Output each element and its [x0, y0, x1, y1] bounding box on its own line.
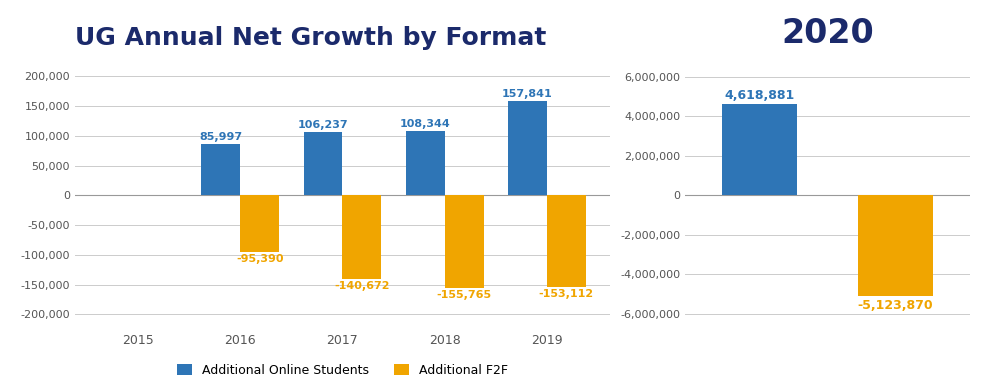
Text: 108,344: 108,344: [400, 119, 451, 129]
Bar: [508, 101, 547, 195]
Bar: [547, 195, 586, 286]
Bar: [722, 104, 797, 195]
Bar: [240, 195, 279, 252]
Text: -153,112: -153,112: [539, 289, 594, 299]
Bar: [304, 132, 342, 195]
Text: 106,237: 106,237: [298, 120, 348, 130]
Text: 2020: 2020: [781, 17, 874, 50]
Text: -140,672: -140,672: [334, 281, 390, 291]
Text: 4,618,881: 4,618,881: [725, 89, 795, 102]
Text: UG Annual Net Growth by Format: UG Annual Net Growth by Format: [75, 26, 546, 50]
Bar: [858, 195, 933, 296]
Bar: [342, 195, 381, 279]
Text: 85,997: 85,997: [199, 132, 242, 142]
Text: 157,841: 157,841: [502, 89, 553, 99]
Bar: [445, 195, 484, 288]
Bar: [406, 131, 445, 195]
Text: -155,765: -155,765: [437, 290, 492, 300]
Text: -5,123,870: -5,123,870: [858, 299, 933, 312]
Text: -95,390: -95,390: [236, 254, 283, 264]
Legend: Additional Online Students, Additional F2F: Additional Online Students, Additional F…: [177, 364, 508, 377]
Bar: [201, 144, 240, 195]
